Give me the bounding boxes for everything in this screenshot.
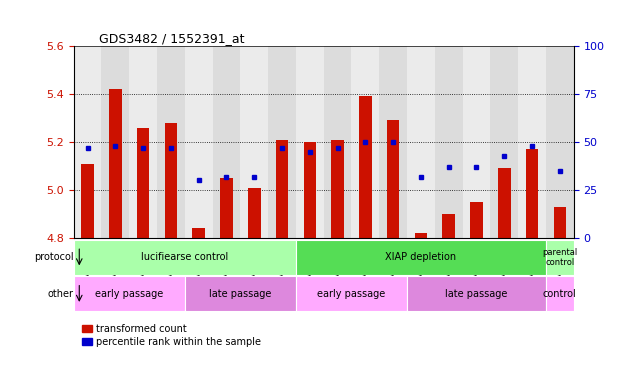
Bar (387, 121, 399, 238)
Bar (240, 46, 268, 238)
Bar (442, 214, 455, 238)
Text: parental
control: parental control (542, 248, 578, 267)
Bar (165, 123, 177, 238)
Bar (463, 46, 490, 238)
Bar (498, 169, 510, 238)
Text: early passage: early passage (317, 289, 386, 299)
Bar (546, 240, 574, 275)
Bar (331, 140, 344, 238)
Bar (304, 142, 316, 238)
Bar (351, 46, 379, 238)
Text: XIAP depletion: XIAP depletion (385, 252, 456, 262)
Bar (109, 89, 122, 238)
Text: GDS3482 / 1552391_at: GDS3482 / 1552391_at (99, 32, 244, 45)
Text: control: control (543, 289, 577, 299)
Bar (129, 46, 157, 238)
Text: protocol: protocol (34, 252, 74, 262)
Bar (81, 164, 94, 238)
Bar (526, 149, 538, 238)
Bar (101, 46, 129, 238)
Bar (546, 276, 574, 311)
Text: early passage: early passage (95, 289, 163, 299)
Bar (213, 46, 240, 238)
Bar (296, 46, 324, 238)
Bar (74, 276, 185, 311)
Bar (554, 207, 566, 238)
Bar (296, 276, 407, 311)
Bar (546, 46, 574, 238)
Bar (185, 46, 213, 238)
Bar (518, 46, 546, 238)
Bar (221, 178, 233, 238)
Bar (359, 96, 372, 238)
Bar (324, 46, 351, 238)
Legend: transformed count, percentile rank within the sample: transformed count, percentile rank withi… (79, 320, 265, 351)
Bar (407, 276, 546, 311)
Bar (137, 127, 149, 238)
Bar (74, 46, 101, 238)
Bar (415, 233, 427, 238)
Bar (435, 46, 463, 238)
Bar (379, 46, 407, 238)
Bar (268, 46, 296, 238)
Text: lucifiearse control: lucifiearse control (141, 252, 228, 262)
Bar (407, 46, 435, 238)
Bar (192, 228, 205, 238)
Text: other: other (47, 289, 74, 299)
Bar (248, 188, 260, 238)
Bar (157, 46, 185, 238)
Text: late passage: late passage (209, 289, 272, 299)
Bar (185, 276, 296, 311)
Bar (74, 240, 296, 275)
Bar (296, 240, 546, 275)
Bar (470, 202, 483, 238)
Bar (490, 46, 518, 238)
Text: late passage: late passage (445, 289, 508, 299)
Bar (276, 140, 288, 238)
